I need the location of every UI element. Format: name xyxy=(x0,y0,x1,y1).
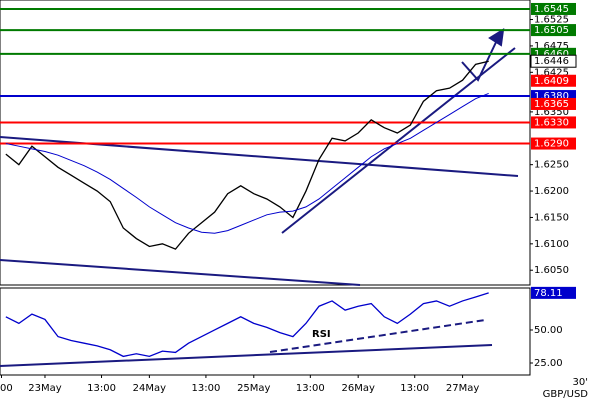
level-label: 1.6460 xyxy=(534,49,569,60)
level-box xyxy=(531,116,576,129)
x-tick-label: 23May xyxy=(28,383,61,394)
x-tick-label: 27May xyxy=(446,383,479,394)
series-line xyxy=(5,92,489,234)
symbol: GBP/USD xyxy=(543,389,589,400)
y-tick-label: 1.6525 xyxy=(534,15,569,26)
y-tick-label: 1.6350 xyxy=(534,107,569,118)
level-label: 1.6380 xyxy=(534,91,569,102)
level-box xyxy=(531,2,576,15)
rsi-annotation: RSI xyxy=(312,329,331,340)
y-tick-label: 1.6050 xyxy=(534,265,569,276)
y-tick-label: 50.00 xyxy=(534,325,563,336)
x-tick-label: 13:00 xyxy=(296,383,325,394)
level-box xyxy=(531,24,576,37)
level-label: 1.6290 xyxy=(534,139,569,150)
y-tick-label: 25.00 xyxy=(534,358,563,369)
level-label: 1.6505 xyxy=(534,25,569,36)
y-tick-label: 1.6250 xyxy=(534,160,569,171)
x-tick-label: 13:00 xyxy=(87,383,116,394)
series-line xyxy=(5,60,489,250)
price-marker-box xyxy=(531,97,576,110)
price-marker-box xyxy=(530,54,577,68)
price-marker-label: 78.11 xyxy=(534,288,563,299)
y-tick-label: 1.6100 xyxy=(534,239,569,250)
price-marker-box xyxy=(531,286,576,299)
level-label: 1.6545 xyxy=(534,4,569,15)
x-tick-label: 26May xyxy=(341,383,374,394)
y-tick-label: 1.6425 xyxy=(534,67,569,78)
price-marker-label: 1.6409 xyxy=(534,76,569,87)
x-tick-label: 13:00 xyxy=(400,383,429,394)
trend-line xyxy=(269,319,486,353)
price-marker-label: 1.6365 xyxy=(534,99,569,110)
x-tick-label: 24May xyxy=(133,383,166,394)
y-tick-label: 1.6475 xyxy=(534,41,569,52)
y-tick-label: 1.6200 xyxy=(534,186,569,197)
x-tick-label: 13:00 xyxy=(192,383,221,394)
price-panel xyxy=(0,0,531,286)
arrow-head xyxy=(488,28,505,47)
x-tick-label: 25May xyxy=(237,383,270,394)
x-tick-label: 4:00 xyxy=(0,383,13,394)
y-tick-label: 1.6150 xyxy=(534,212,569,223)
trend-lines xyxy=(0,28,519,367)
level-label: 1.6330 xyxy=(534,117,569,128)
trend-line xyxy=(0,259,361,286)
timeframe: 30' xyxy=(573,377,588,388)
price-marker-box xyxy=(531,74,576,87)
price-marker-label: 1.6446 xyxy=(534,56,569,67)
trend-line xyxy=(0,344,493,367)
arrow xyxy=(461,37,499,82)
level-box xyxy=(531,137,576,150)
series-line xyxy=(5,292,489,358)
